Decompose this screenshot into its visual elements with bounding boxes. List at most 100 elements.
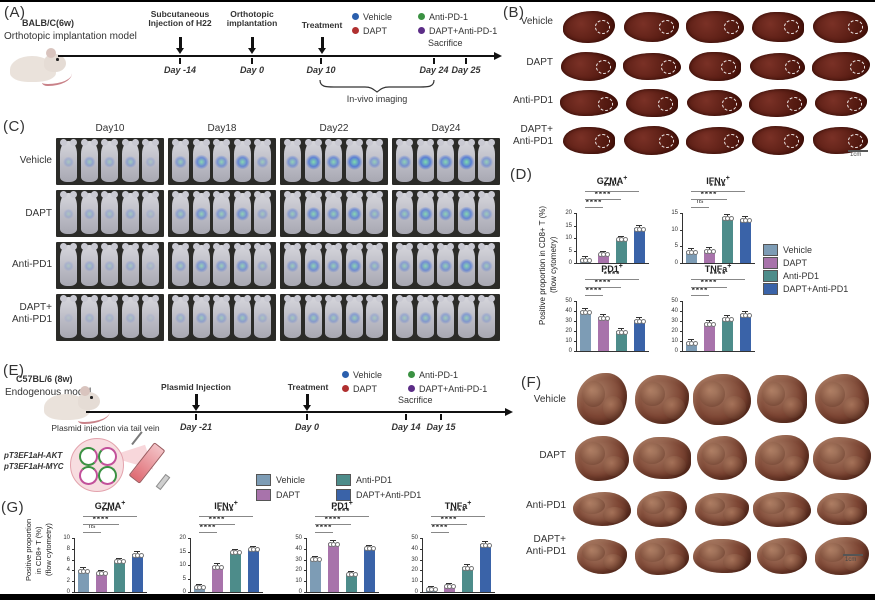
liver-specimen	[685, 126, 744, 154]
y-tick-mark	[304, 538, 306, 539]
y-tick-mark	[680, 213, 682, 214]
bioluminescence-signal	[439, 312, 452, 324]
scale-bar	[843, 554, 863, 556]
panelC-col-header: Day24	[431, 123, 461, 134]
mouse-silhouette	[416, 191, 434, 234]
bioluminescence-signal	[368, 312, 381, 324]
down-arrow-icon	[318, 37, 326, 54]
y-tick-mark	[188, 565, 190, 566]
significance-label: ****	[691, 286, 709, 295]
error-bar-cap	[214, 563, 220, 565]
panelD-label: (D)	[510, 166, 533, 183]
y-tick-label: 20	[179, 535, 186, 541]
legend-label: Vehicle	[363, 11, 393, 22]
bioluminescence-signal	[103, 156, 116, 168]
mouse-silhouette	[325, 243, 342, 286]
panelA-label: (A)	[4, 4, 26, 21]
panelF-row-label: DAPT	[539, 450, 566, 461]
bioluminescence-signal	[367, 155, 382, 169]
mouse-silhouette	[325, 295, 342, 338]
tumor-lump	[760, 441, 785, 465]
liver-specimen	[687, 90, 742, 116]
significance-label: ****	[324, 515, 342, 524]
y-tick-mark	[72, 548, 74, 550]
significance-label: ****	[585, 198, 603, 207]
chart-title: PD1+	[331, 500, 353, 511]
significance-line	[585, 199, 621, 200]
y-tick-label: 20	[671, 328, 678, 334]
data-point-dot	[604, 315, 610, 321]
bioluminescence-signal	[235, 259, 249, 273]
y-tick-label: 10	[411, 578, 418, 585]
data-point-dot	[236, 550, 242, 555]
significance-label: ****	[603, 182, 621, 191]
bioluminescence-signal	[437, 154, 454, 170]
legendD-item-vehicle: Vehicle	[763, 241, 812, 259]
imaging-cell	[392, 294, 500, 341]
timeline-E	[86, 408, 513, 416]
timeline-tick	[405, 414, 407, 420]
chart-panelG-tnfa: TNFa+ 0 10 20 30 40 50 **** **** ****	[406, 500, 498, 595]
imaging-cell	[280, 294, 388, 341]
tumor-outline-circle	[720, 59, 736, 74]
mouse-silhouette	[325, 191, 342, 234]
bioluminescence-signal	[305, 207, 321, 221]
mouse-head	[78, 392, 100, 410]
bioluminescence-signal	[438, 259, 453, 273]
panelB-row-label: Vehicle	[520, 16, 553, 27]
data-point-dot	[450, 584, 456, 590]
tumor-outline-circle	[594, 19, 610, 34]
y-tick-mark	[574, 351, 576, 352]
imaging-cell	[280, 138, 388, 185]
y-tick-mark	[680, 229, 682, 231]
tumor-outline-circle	[722, 97, 737, 112]
chart-panelG-ifny: IFNγ+ 0 5 10 15 20 **** **** ****	[174, 500, 266, 595]
y-tick-label: 15	[671, 210, 678, 216]
y-tick-mark	[72, 581, 74, 583]
mouse-silhouette	[416, 139, 434, 182]
bioluminescence-signal	[63, 261, 74, 271]
tumor-outline-circle	[848, 19, 863, 34]
liver-specimen	[751, 125, 804, 155]
bioluminescence-signal	[83, 313, 95, 323]
tumor-specimen	[757, 375, 807, 423]
bioluminescence-signal	[256, 156, 269, 168]
mouse-silhouette	[478, 139, 495, 182]
data-point-dot	[120, 559, 126, 565]
panelC-label: (C)	[3, 118, 26, 135]
liver-specimen	[624, 125, 679, 155]
significance-label: ****	[585, 286, 603, 295]
legendD-item-combo: DAPT+Anti-PD1	[763, 280, 848, 298]
error-bar-cap	[348, 570, 354, 572]
timelineE-day-2: Day 0	[294, 422, 320, 432]
legend-swatch-icon	[336, 488, 351, 501]
liver-specimen	[559, 90, 618, 116]
plasmid-icon	[79, 447, 98, 466]
timelineA-event-3: Treatment	[301, 20, 343, 30]
tumor-specimen	[697, 436, 747, 480]
timeline-tick	[433, 58, 435, 64]
bar-vehicle	[309, 558, 321, 592]
tumor-lump	[663, 507, 683, 524]
tumor-lump	[642, 496, 665, 515]
liver-specimen	[813, 11, 868, 43]
tumor-specimen	[817, 493, 867, 525]
panelB-label: (B)	[503, 4, 525, 21]
data-point-dot	[710, 321, 716, 327]
timelineA-day-1: Day -14	[163, 65, 197, 75]
chart-plot-area	[306, 538, 379, 593]
legendA-item-vehicle: Vehicle	[352, 8, 392, 26]
mouse-silhouette	[121, 191, 139, 234]
y-tick-label: 30	[295, 556, 302, 563]
legend-label: DAPT+Anti-PD1	[783, 283, 849, 294]
y-tick-label: 40	[295, 545, 302, 552]
error-bar-cap	[724, 315, 730, 316]
y-tick-mark	[72, 592, 74, 593]
tumor-lump	[843, 507, 863, 522]
y-tick-label: 10	[63, 535, 70, 541]
mouse-silhouette	[345, 191, 363, 234]
mouse-silhouette	[60, 243, 77, 286]
y-tick-label: 0	[414, 589, 418, 595]
tumor-outline-circle	[597, 97, 613, 112]
y-tick-mark	[188, 592, 190, 593]
